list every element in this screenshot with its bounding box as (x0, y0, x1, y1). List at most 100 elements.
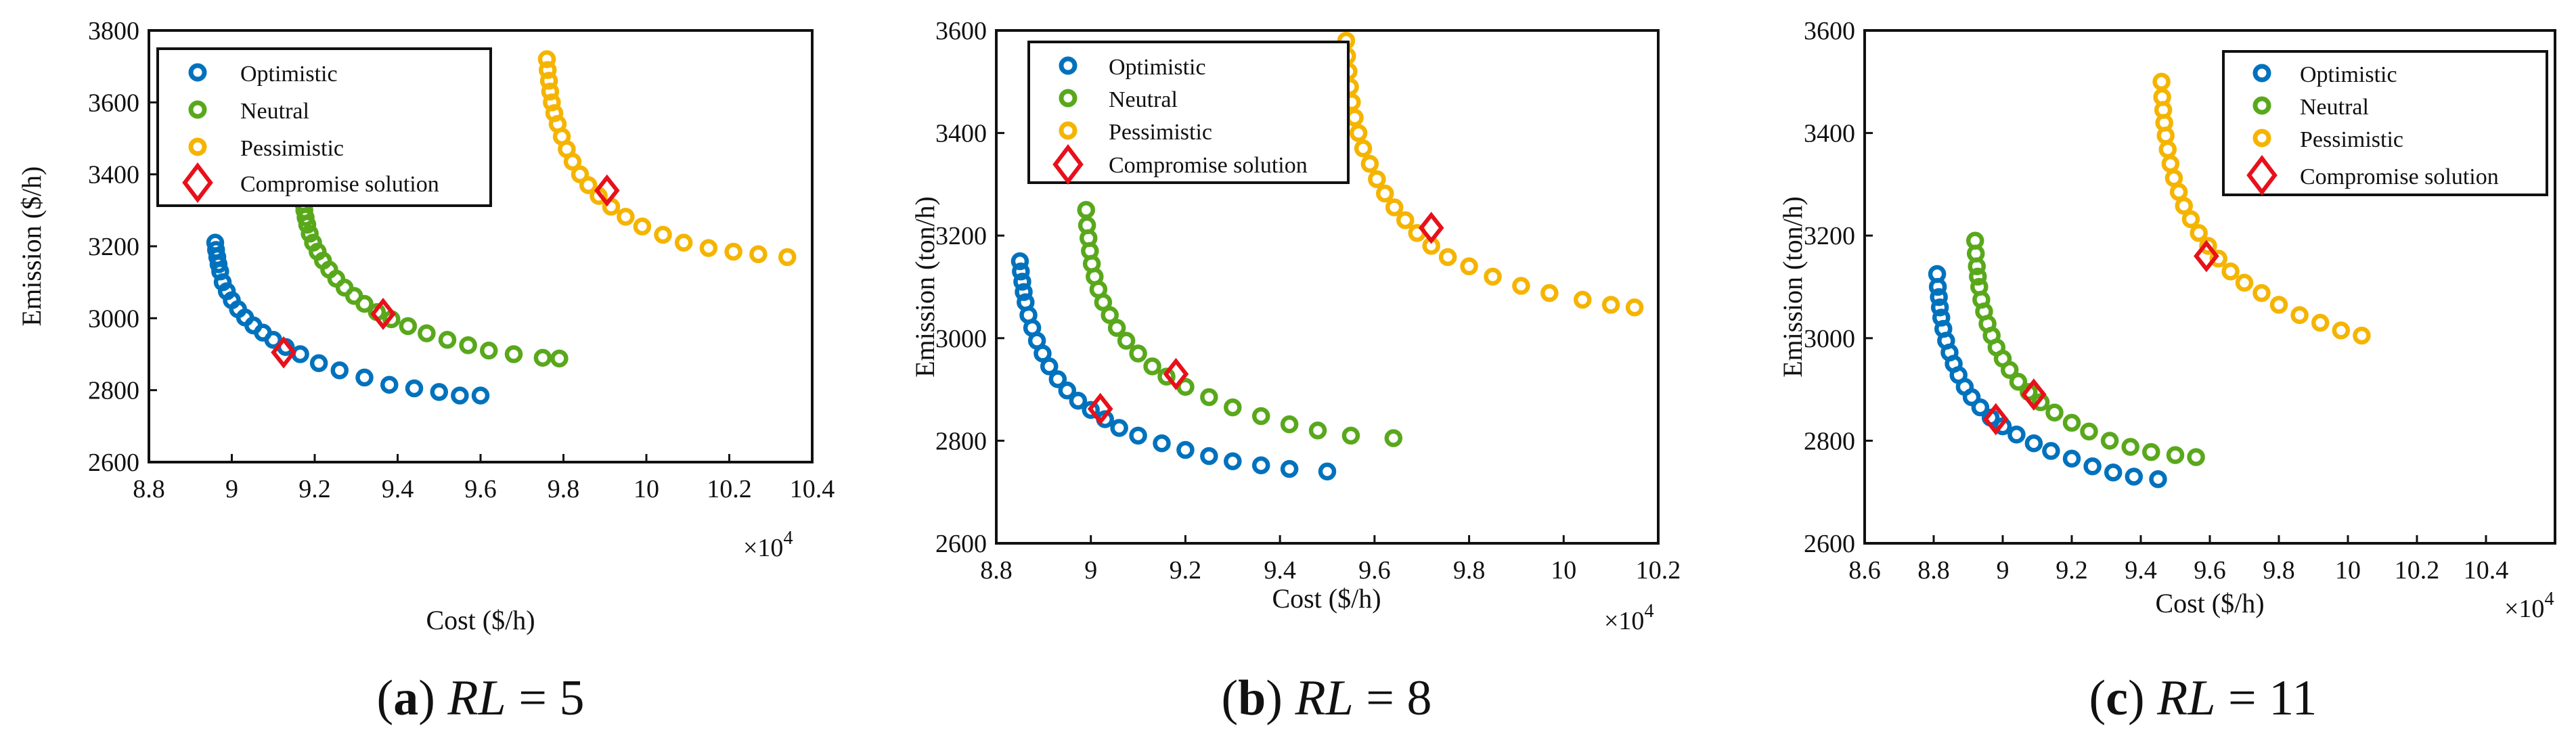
chart-marks (206, 50, 797, 405)
y-axis-label: Emission (ton/h) (1777, 196, 1808, 378)
pessimistic-point (541, 83, 560, 101)
x-tick-label: 9 (1084, 556, 1097, 585)
pessimistic-point (1368, 170, 1386, 189)
neutral-point (504, 345, 523, 363)
caption-variable: RL (2157, 670, 2216, 726)
x-axis-label: Cost ($/h) (2155, 588, 2264, 618)
neutral-point (298, 215, 317, 234)
legend-marker-neutral (188, 100, 207, 119)
pessimistic-point (579, 176, 598, 194)
legend-box (156, 47, 492, 207)
caption-open-paren: ( (376, 670, 394, 726)
legend-box (1027, 41, 1350, 184)
caption-open-paren: ( (2089, 670, 2106, 726)
optimistic-point (1930, 298, 1949, 317)
y-tick-label: 3400 (88, 161, 139, 189)
compromise-point (2194, 240, 2219, 273)
legend: Optimistic Neutral Pessimistic Compromis… (1027, 41, 1350, 185)
caption-close-paren: ) (1266, 670, 1283, 726)
neutral-point (2142, 442, 2160, 461)
x-tick-label: 10.2 (2395, 556, 2440, 585)
pessimistic-point (749, 245, 768, 263)
y-tick-label: 3200 (935, 222, 987, 250)
pessimistic-point (2235, 273, 2254, 292)
chart-panel-c: 8.6 8.8 9 9.2 9.4 9.6 9.8 10 10.2 10.4 2600 2800 30… (1777, 17, 2556, 623)
optimistic-point (1129, 426, 1147, 445)
x-tick-label: 9.4 (1264, 556, 1296, 585)
pessimistic-point (654, 225, 672, 244)
optimistic-point (1011, 252, 1029, 271)
x-tick-label: 10 (2335, 556, 2361, 585)
caption-value: 11 (2269, 670, 2317, 726)
legend-marker-pessimistic (1059, 121, 1078, 140)
pessimistic-point (778, 248, 797, 267)
legend-marker-neutral (1059, 89, 1078, 108)
optimistic-point (2083, 457, 2102, 476)
neutral-point (1969, 267, 1987, 286)
neutral-point (1968, 257, 1986, 275)
optimistic-point (1280, 459, 1299, 478)
x-tick-label: 9.2 (1170, 556, 1202, 585)
pessimistic-point (2161, 154, 2180, 173)
x-multiplier-base: ×10 (2504, 595, 2544, 623)
optimistic-point (405, 379, 424, 398)
x-tick-label: 10.4 (790, 475, 835, 503)
neutral-point (438, 330, 457, 349)
x-axis-ticks: 8.8 9 9.2 9.4 9.6 9.8 10 10.2 (980, 535, 1681, 585)
optimistic-point (1928, 277, 1947, 296)
x-multiplier: ×104 (2504, 589, 2554, 623)
y-axis-ticks: 2600 2800 3000 3200 3400 3600 (1804, 17, 1873, 558)
pessimistic-point (1360, 154, 1379, 173)
legend-label-neutral: Neutral (240, 99, 309, 124)
neutral-point (2009, 372, 2028, 391)
y-tick-label: 3200 (1804, 222, 1855, 250)
optimistic-point (2104, 463, 2123, 482)
y-tick-label: 2800 (88, 377, 139, 405)
compromise-point (1418, 211, 1444, 244)
neutral-point (1308, 421, 1327, 440)
x-tick-label: 10 (634, 475, 659, 503)
caption-equals: = (518, 670, 547, 726)
compromise-point (2021, 378, 2047, 411)
pessimistic-point (1460, 257, 1478, 275)
x-tick-label: 9.6 (1358, 556, 1391, 585)
pessimistic-point (2290, 306, 2309, 324)
optimistic-point (1013, 273, 1031, 291)
caption-equals: = (1366, 670, 1395, 726)
optimistic-point (264, 330, 282, 349)
pessimistic-point (1349, 124, 1368, 142)
caption-open-paren: ( (1221, 670, 1239, 726)
x-multiplier-base: ×10 (743, 534, 783, 562)
neutral-point (1176, 378, 1195, 396)
pessimistic-point (2181, 210, 2200, 229)
caption-variable: RL (1295, 670, 1354, 726)
caption-letter: b (1238, 670, 1266, 726)
y-tick-label: 3000 (88, 304, 139, 333)
x-tick-label: 8.6 (1848, 556, 1881, 585)
pessimistic-point (1540, 283, 1559, 302)
neutral-point (2100, 432, 2119, 450)
x-axis-ticks: 8.6 8.8 9 9.2 9.4 9.6 9.8 10 10.2 10.4 (1848, 535, 2556, 585)
neutral-point (1117, 332, 1136, 350)
neutral-point (2166, 446, 2185, 464)
pessimistic-point (2311, 313, 2330, 332)
pessimistic-point (2164, 169, 2183, 187)
y-tick-label: 2600 (935, 530, 987, 558)
pessimistic-point (563, 152, 582, 171)
y-tick-label: 2800 (935, 427, 987, 455)
legend-label-optimistic: Optimistic (2300, 62, 2397, 87)
legend-label-pessimistic: Pessimistic (1109, 120, 1212, 145)
optimistic-point (1251, 456, 1270, 475)
pessimistic-point (1512, 277, 1530, 295)
neutral-point (2062, 413, 2081, 432)
x-tick-label: 10 (1551, 556, 1576, 585)
optimistic-point (355, 368, 374, 387)
y-axis-label: Emission (ton/h) (910, 196, 940, 378)
legend-marker-neutral (2252, 96, 2271, 115)
y-tick-label: 3400 (1804, 120, 1855, 148)
compromise-point (1087, 392, 1113, 426)
optimistic-point (1153, 434, 1171, 453)
neutral-point (1251, 407, 1270, 426)
legend-marker-pessimistic (2252, 129, 2271, 147)
neutral-point (1077, 201, 1095, 219)
